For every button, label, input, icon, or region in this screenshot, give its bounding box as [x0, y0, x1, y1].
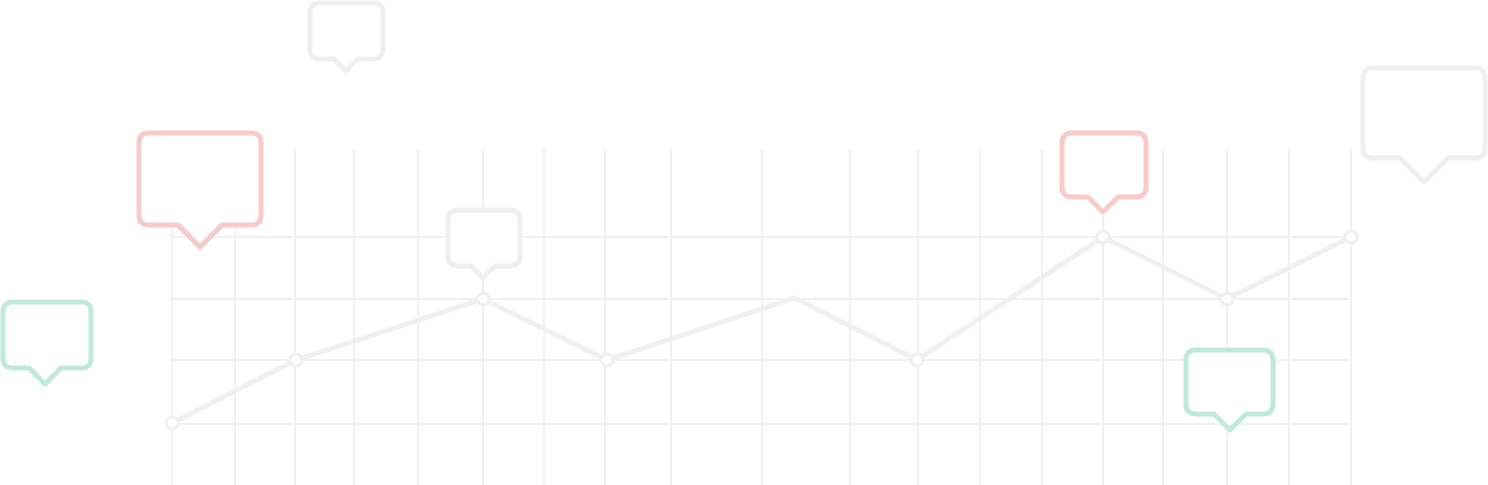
circle-marker-icon [1219, 291, 1235, 307]
background-grid [171, 150, 1352, 485]
speech-bubble-icon [136, 130, 264, 250]
speech-bubbles [0, 0, 1488, 433]
speech-bubble-icon [0, 299, 94, 387]
speech-bubble-icon [445, 207, 523, 281]
speech-bubble-icon [1360, 65, 1488, 185]
speech-bubble-icon [1059, 130, 1149, 215]
circle-marker-icon [288, 352, 304, 368]
circle-marker-icon [1343, 229, 1359, 245]
circle-marker-icon [599, 352, 615, 368]
circle-marker-icon [475, 291, 491, 307]
trend-line [169, 234, 1354, 426]
speech-bubble-icon [1183, 347, 1276, 433]
trend-points [164, 229, 1359, 431]
circle-marker-icon [164, 415, 180, 431]
speech-bubble-icon [307, 0, 386, 74]
circle-marker-icon [909, 352, 925, 368]
circle-marker-icon [1095, 229, 1111, 245]
